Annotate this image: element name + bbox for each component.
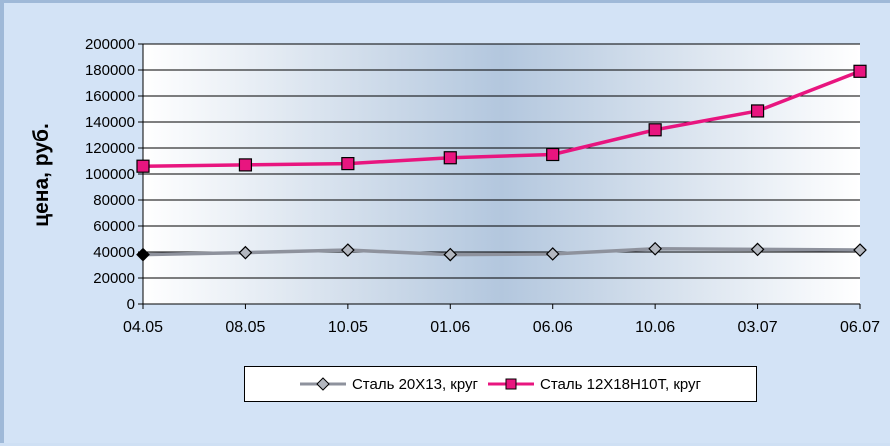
series-2-point-5 [648,123,662,137]
series-1-line [142,247,861,257]
series-2-point-6 [750,104,765,118]
x-tick-label-6: 03.07 [738,319,778,336]
series-2-point-7 [853,64,867,78]
y-tick-label-4: 80000 [93,192,135,209]
series-1-point-4 [545,247,560,261]
series-1-point-0 [136,247,150,262]
series-2-point-2 [341,157,355,171]
y-tick-label-1: 20000 [93,270,135,287]
legend-swatch-series-1 [299,377,346,391]
grid-lines [143,43,860,279]
line-chart: 0 20000 40000 60000 80000 100000 120000 140000 1… [30,36,880,336]
series-2-line [142,69,861,168]
y-tick-label-7: 140000 [85,114,135,131]
legend-label-series-1: Сталь 20Х13, круг [351,375,478,393]
series-1-point-6 [750,242,765,257]
x-tick-label-7: 06.07 [840,319,880,336]
y-axis-title: цена, руб. [30,123,53,227]
legend: Сталь 20Х13, круг Сталь 12Х18Н10Т, круг [244,366,757,402]
axes: 0 20000 40000 60000 80000 100000 120000 140000 1… [85,36,880,336]
series-2-point-4 [546,147,560,162]
y-tick-label-8: 160000 [85,88,135,105]
series-1-point-3 [443,247,458,262]
x-tick-label-4: 06.06 [533,319,573,336]
x-tick-label-2: 10.05 [328,319,368,336]
legend-entry-series-1: Сталь 20Х13, круг [299,375,478,393]
series-1-point-7 [853,243,867,257]
x-tick-label-3: 01.06 [430,319,470,336]
x-tick-label-0: 04.05 [123,319,163,336]
y-tick-label-3: 60000 [93,218,135,235]
y-tick-label-9: 180000 [85,62,135,79]
legend-label-series-2: Сталь 12Х18Н10Т, круг [539,375,702,393]
y-tick-label-0: 0 [127,296,135,313]
y-tick-label-5: 100000 [85,166,135,183]
legend-swatch-series-2 [487,378,534,390]
series-2-point-0 [136,159,150,173]
series-1-point-5 [648,241,662,256]
x-tick-label-1: 08.05 [225,319,265,336]
x-tick-label-5: 10.06 [635,319,675,336]
series [136,64,867,262]
series-1-point-2 [341,243,355,257]
series-1-point-1 [238,245,253,260]
legend-entry-series-2: Сталь 12Х18Н10Т, круг [487,375,702,393]
series-2-point-1 [238,158,253,172]
series-2-point-3 [443,151,457,165]
y-tick-label-10: 200000 [85,36,135,53]
y-tick-label-6: 120000 [85,140,135,157]
y-tick-label-2: 40000 [93,244,135,261]
